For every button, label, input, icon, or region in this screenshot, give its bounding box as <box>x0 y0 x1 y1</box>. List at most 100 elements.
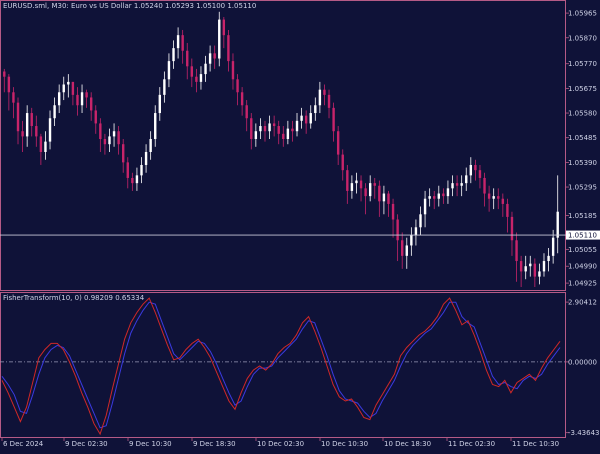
candle-body <box>492 196 495 199</box>
candle-body <box>373 183 376 186</box>
candle-body <box>57 92 61 106</box>
candle-body <box>208 53 212 64</box>
symbol-header: EURUSD.sml, M30: Euro vs US Dollar 1.052… <box>3 2 256 10</box>
candle-body <box>89 97 93 111</box>
candle-body <box>474 164 477 171</box>
candle-body <box>396 219 399 241</box>
candle-body <box>76 94 79 106</box>
candle-body <box>551 237 555 256</box>
candle-body <box>236 79 239 93</box>
candle-body <box>94 110 97 124</box>
candle-body <box>186 50 189 67</box>
candle-body <box>446 188 450 197</box>
candle-body <box>478 170 482 178</box>
candle-body <box>291 128 294 132</box>
candle-body <box>346 170 349 191</box>
candle-body <box>250 118 253 140</box>
indicator-tick-label: -3.43643 <box>568 429 599 437</box>
candle-body <box>131 177 134 184</box>
indicator-lines <box>1 297 561 436</box>
candle-body <box>272 123 276 127</box>
price-tick-label: 1.05185 <box>568 212 597 220</box>
candle-body <box>7 76 11 93</box>
candle-body <box>144 151 148 165</box>
price-tick-label: 1.05870 <box>568 34 597 42</box>
candle-body <box>414 227 418 236</box>
time-tick-label: 10 Dec 10:30 <box>321 440 368 448</box>
price-tick-label: 1.05965 <box>568 10 597 18</box>
candle-body <box>300 115 303 121</box>
candle-body <box>199 74 203 82</box>
candle-body <box>350 183 354 191</box>
candle-body <box>62 84 65 93</box>
candlesticks <box>3 11 559 287</box>
candle-body <box>401 240 404 256</box>
candle-body <box>433 196 436 199</box>
candle-body <box>318 89 322 106</box>
candle-body <box>99 123 102 140</box>
candle-body <box>122 144 125 163</box>
price-axis: 1.05965 1.05870 1.05770 1.05675 1.05580 1.054… <box>566 10 597 288</box>
candle-body <box>391 203 395 220</box>
candle-body <box>16 102 20 132</box>
trigger-line <box>1 301 561 429</box>
candle-body <box>231 61 235 80</box>
candle-body <box>268 123 271 132</box>
candle-body <box>282 133 285 140</box>
candle-body <box>213 53 216 59</box>
indicator-tick-label: 0.00000 <box>568 358 597 366</box>
candle-body <box>80 92 84 106</box>
time-tick-label: 9 Dec 18:30 <box>193 440 236 448</box>
candle-body <box>240 92 244 106</box>
price-tick-label: 1.04990 <box>568 263 597 271</box>
candle-body <box>378 185 381 202</box>
candle-body <box>469 164 473 176</box>
candle-body <box>382 193 386 202</box>
time-tick-label: 11 Dec 10:30 <box>512 440 559 448</box>
candle-body <box>506 203 509 217</box>
candle-body <box>140 164 143 176</box>
candle-body <box>3 71 6 77</box>
time-tick-label: 11 Dec 02:30 <box>448 440 495 448</box>
price-tick-label: 1.05770 <box>568 60 597 68</box>
candle-body <box>437 193 440 199</box>
candle-body <box>529 263 532 267</box>
candle-body <box>39 136 43 152</box>
candle-body <box>542 261 546 272</box>
candle-body <box>487 193 491 199</box>
time-tick-label: 9 Dec 02:30 <box>65 440 108 448</box>
candle-body <box>497 196 500 199</box>
candle-body <box>172 48 175 62</box>
candle-body <box>254 131 258 140</box>
candle-body <box>286 128 290 140</box>
candle-body <box>515 240 518 262</box>
candle-body <box>190 66 194 77</box>
candle-body <box>304 115 308 124</box>
candle-body <box>364 188 367 197</box>
candle-body <box>460 183 463 186</box>
candle-body <box>483 177 486 194</box>
candle-body <box>245 105 248 119</box>
candle-body <box>135 175 139 184</box>
candle-body <box>117 131 120 145</box>
time-axis: 6 Dec 2024 9 Dec 02:30 9 Dec 10:30 9 Dec 18… <box>1 438 559 448</box>
candle-body <box>163 79 166 95</box>
candle-body <box>547 255 550 262</box>
price-tick-label: 1.05580 <box>568 110 597 118</box>
candle-body <box>405 245 408 256</box>
candle-body <box>204 63 207 75</box>
candle-body <box>556 211 559 238</box>
candle-body <box>368 183 372 197</box>
candle-body <box>30 113 33 127</box>
candle-body <box>519 261 523 272</box>
price-tick-label: 1.05295 <box>568 184 597 192</box>
candle-body <box>48 118 52 142</box>
candle-body <box>218 19 221 59</box>
candle-body <box>538 271 541 277</box>
time-tick-label: 9 Dec 10:30 <box>129 440 172 448</box>
candle-body <box>428 196 431 199</box>
candle-body <box>533 263 537 277</box>
candle-body <box>44 141 47 152</box>
price-tick-label: 1.05055 <box>568 246 597 254</box>
current-price-label: 1.05110 <box>568 232 597 240</box>
